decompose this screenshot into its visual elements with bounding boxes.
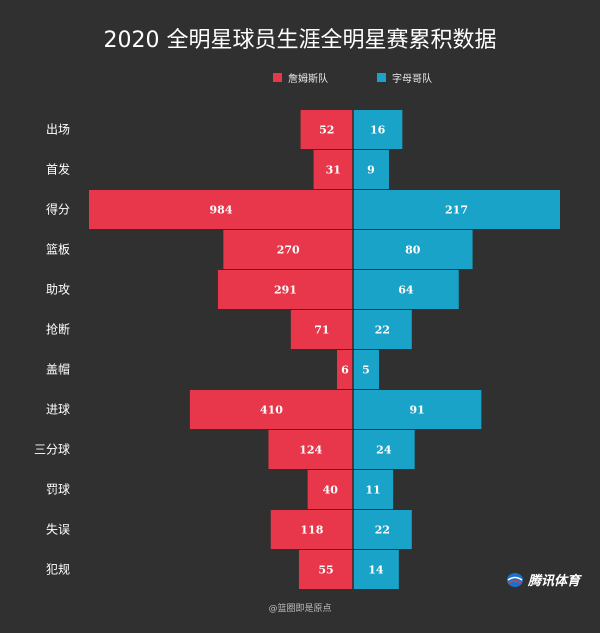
value-label-giannis: 22 <box>375 524 390 537</box>
value-label-giannis: 5 <box>362 364 370 377</box>
value-label-giannis: 91 <box>410 404 425 417</box>
bar-giannis <box>353 230 473 269</box>
bar-james <box>290 310 353 349</box>
value-label-giannis: 16 <box>370 124 386 137</box>
value-label-james: 71 <box>314 324 329 337</box>
bar-james <box>307 470 353 509</box>
value-label-james: 55 <box>318 564 333 577</box>
value-label-giannis: 9 <box>367 164 375 177</box>
legend-swatch-james <box>273 73 282 82</box>
bar-giannis <box>353 310 412 349</box>
bar-giannis <box>353 110 403 149</box>
category-label: 篮板 <box>46 242 70 257</box>
value-label-giannis: 11 <box>365 484 380 497</box>
category-label: 盖帽 <box>46 362 70 377</box>
bar-giannis <box>353 270 459 309</box>
value-label-james: 124 <box>299 444 322 457</box>
tencent-sports-logo-icon <box>507 572 523 587</box>
watermark: @篮圈即是原点 <box>268 604 332 614</box>
chart-title: 2020 全明星球员生涯全明星赛累积数据 <box>103 28 497 53</box>
value-label-giannis: 217 <box>445 204 468 217</box>
bar-james <box>189 390 353 429</box>
bar-giannis <box>353 470 394 509</box>
category-label: 出场 <box>46 123 70 137</box>
value-label-james: 40 <box>323 484 339 497</box>
bar-james <box>268 430 353 469</box>
value-label-james: 270 <box>277 244 300 257</box>
value-label-giannis: 14 <box>368 564 384 577</box>
bar-giannis <box>353 190 560 229</box>
category-label: 罚球 <box>46 483 70 497</box>
logo-text: 腾讯体育 <box>528 574 581 589</box>
value-label-giannis: 24 <box>376 444 392 457</box>
legend-label-james: 詹姆斯队 <box>288 74 328 85</box>
bar-giannis <box>353 510 412 549</box>
value-label-james: 6 <box>341 364 349 377</box>
bar-giannis <box>353 150 389 189</box>
bar-james <box>298 550 353 589</box>
logo: 腾讯体育 <box>506 570 580 589</box>
value-label-james: 984 <box>210 204 233 217</box>
bar-giannis <box>353 550 399 589</box>
legend-swatch-giannis <box>377 73 386 82</box>
bar-giannis <box>353 350 380 389</box>
bar-james <box>313 150 353 189</box>
category-label: 助攻 <box>46 283 70 297</box>
category-label: 三分球 <box>34 443 70 457</box>
bar-james <box>89 190 353 229</box>
bar-james <box>337 350 353 389</box>
legend-item-giannis: 字母哥队 <box>377 70 432 85</box>
legend-label-giannis: 字母哥队 <box>392 74 432 85</box>
value-label-james: 410 <box>260 404 283 417</box>
bar-james <box>300 110 353 149</box>
bar-james <box>217 270 353 309</box>
value-label-james: 52 <box>319 124 334 137</box>
value-label-giannis: 64 <box>398 284 414 297</box>
value-label-james: 118 <box>300 524 323 537</box>
value-label-giannis: 22 <box>375 324 390 337</box>
category-label: 得分 <box>46 202 70 217</box>
value-label-giannis: 80 <box>405 244 421 257</box>
category-label: 犯规 <box>46 562 70 577</box>
value-label-james: 31 <box>326 164 341 177</box>
legend-item-james: 詹姆斯队 <box>273 70 328 85</box>
bar-giannis <box>353 390 482 429</box>
bar-giannis <box>353 430 415 469</box>
category-label: 首发 <box>46 162 70 177</box>
bar-james <box>223 230 353 269</box>
value-label-james: 291 <box>274 284 297 297</box>
category-label: 抢断 <box>46 322 70 337</box>
category-label: 失误 <box>46 522 70 537</box>
category-label: 进球 <box>46 403 70 417</box>
bar-james <box>270 510 353 549</box>
